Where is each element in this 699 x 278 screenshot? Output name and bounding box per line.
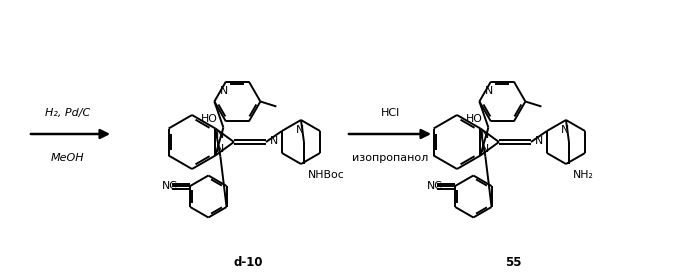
Text: N: N	[485, 86, 493, 96]
Text: N: N	[481, 130, 489, 140]
Text: HCl: HCl	[380, 108, 400, 118]
Text: N: N	[561, 125, 569, 135]
Text: N: N	[270, 136, 278, 146]
Text: HO: HO	[201, 115, 218, 125]
Text: MeOH: MeOH	[51, 153, 85, 163]
Text: N: N	[296, 125, 304, 135]
Text: N: N	[216, 130, 224, 140]
Text: H₂, Pd/C: H₂, Pd/C	[45, 108, 91, 118]
Text: NH₂: NH₂	[573, 170, 594, 180]
Text: NC: NC	[427, 181, 443, 191]
Text: N: N	[216, 143, 224, 153]
Text: изопропанол: изопропанол	[352, 153, 428, 163]
Text: NC: NC	[162, 181, 178, 191]
Text: N: N	[219, 86, 228, 96]
Text: N: N	[535, 136, 543, 146]
Text: d-10: d-10	[233, 257, 263, 269]
Text: 55: 55	[505, 257, 521, 269]
Text: N: N	[481, 143, 489, 153]
Text: HO: HO	[466, 115, 483, 125]
Text: NHBoc: NHBoc	[308, 170, 345, 180]
